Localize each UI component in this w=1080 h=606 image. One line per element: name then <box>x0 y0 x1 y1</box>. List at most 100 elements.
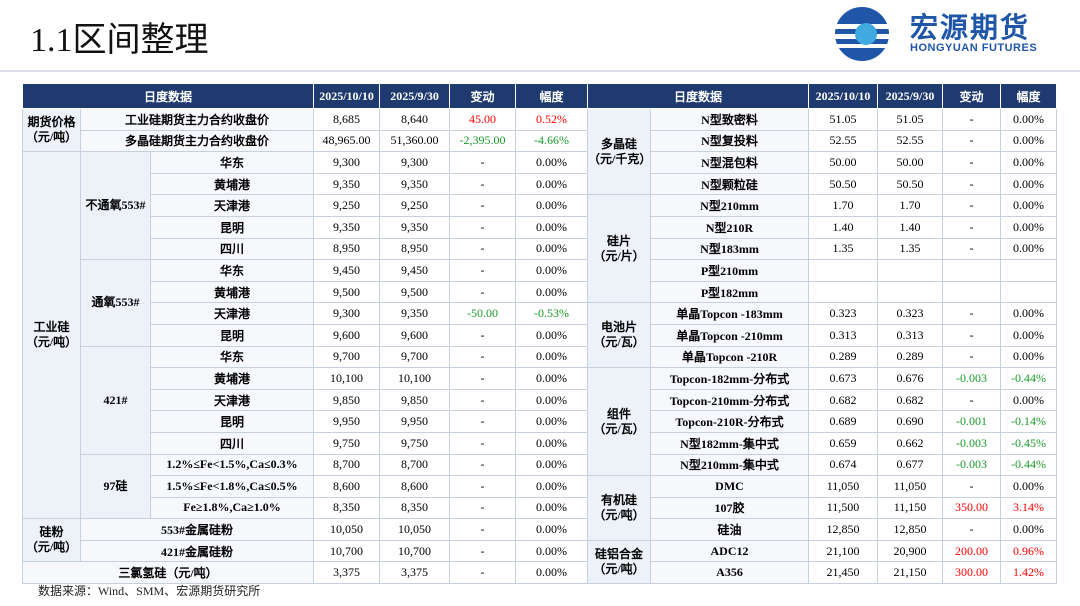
value-cell: 10,700 <box>313 539 381 563</box>
value-cell: 0.00% <box>1000 475 1058 498</box>
value-cell: 1.70 <box>877 194 944 217</box>
value-cell: 9,250 <box>313 194 381 217</box>
value-cell: 0.00% <box>1000 388 1058 412</box>
item-label: 1.5%≤Fe<1.8%,Ca≤0.5% <box>149 475 315 498</box>
value-cell: 350.00 <box>942 496 1002 520</box>
table-row: 昆明 9,600 9,600-0.00% <box>23 323 589 347</box>
table-row: 单晶Topcon -210R 0.289 0.289-0.00% <box>588 345 1058 369</box>
item-label: Topcon-210R-分布式 <box>649 410 810 433</box>
item-label: 四川 <box>149 431 315 455</box>
value-cell: -0.44% <box>1000 453 1058 477</box>
value-cell: 9,600 <box>313 323 381 347</box>
value-cell: 0.323 <box>808 302 879 325</box>
value-cell: 0.00% <box>1000 215 1058 239</box>
item-label: Fe≥1.8%,Ca≥1.0% <box>149 496 315 520</box>
value-cell: 0.00% <box>515 561 589 585</box>
value-cell: 0.96% <box>1000 539 1058 563</box>
table-row: 有机硅 （元/吨） DMC 11,050 11,050-0.00% <box>587 475 1058 541</box>
value-cell: - <box>449 367 517 390</box>
value-cell: 0.00% <box>515 475 589 498</box>
table-row: P型210mm <box>588 259 1058 282</box>
value-cell: 9,500 <box>379 280 451 304</box>
value-cell: -2,395.00 <box>449 129 517 153</box>
value-cell: 0.00% <box>515 323 589 347</box>
value-cell: -0.53% <box>515 302 589 325</box>
table-row: 硅片 （元/片） N型210mm 1.70 1.70-0.00% <box>587 194 1058 304</box>
value-cell: 9,250 <box>379 194 451 217</box>
value-cell: 9,300 <box>313 151 381 174</box>
value-cell: 0.313 <box>877 323 944 347</box>
value-cell: 0.00% <box>515 172 589 196</box>
value-cell: 0.00% <box>515 259 589 282</box>
value-cell: 1.42% <box>1000 561 1058 585</box>
item-label: 黄埔港 <box>149 280 315 304</box>
value-cell: 0.00% <box>515 453 589 477</box>
group-label: 有机硅 （元/吨） <box>587 475 651 541</box>
item-label: 四川 <box>149 237 315 261</box>
item-label: 昆明 <box>149 215 315 239</box>
value-cell: 9,700 <box>379 345 451 369</box>
table-row: 107胶 11,500 11,150 350.00 3.14% <box>588 496 1058 520</box>
group-name: 工业硅 <box>33 320 70 335</box>
value-cell: - <box>942 194 1002 217</box>
logo-subtitle: HONGYUAN FUTURES <box>910 42 1038 54</box>
table-row: 昆明 9,950 9,950-0.00% <box>23 410 589 433</box>
group-name: 组件 <box>606 406 631 421</box>
table-row: Fe≥1.8%,Ca≥1.0% 8,350 8,350-0.00% <box>23 496 589 520</box>
value-cell: 11,150 <box>877 496 944 520</box>
value-cell: 0.676 <box>877 367 944 390</box>
group-unit: （元/瓦） <box>593 335 645 350</box>
value-cell: 12,850 <box>808 518 879 541</box>
item-label: 天津港 <box>149 194 315 217</box>
item-label: N型182mm-集中式 <box>649 431 810 455</box>
value-cell: 1.35 <box>877 237 944 261</box>
value-cell: 8,950 <box>313 237 381 261</box>
item-label: 黄埔港 <box>149 367 315 390</box>
value-cell: 10,050 <box>313 518 381 541</box>
group-name: 硅铝合金 <box>594 546 643 561</box>
value-cell: - <box>449 237 517 261</box>
value-cell: 3,375 <box>313 561 381 585</box>
value-cell: 50.00 <box>877 151 944 174</box>
value-cell: 8,700 <box>379 453 451 477</box>
value-cell: -50.00 <box>449 302 517 325</box>
value-cell: 0.682 <box>808 388 879 412</box>
page-title: 1.1区间整理 <box>30 22 209 59</box>
value-cell <box>877 259 944 282</box>
item-label: N型混包料 <box>649 151 810 174</box>
value-cell: 0.00% <box>1000 172 1058 196</box>
value-cell: 0.313 <box>808 323 879 347</box>
value-cell: -0.003 <box>942 453 1002 477</box>
item-label: Topcon-182mm-分布式 <box>649 367 810 390</box>
value-cell: 51.05 <box>877 108 944 131</box>
table-row: 组件 （元/瓦） Topcon-182mm-分布式 0.673 0.676 -0.003-… <box>587 367 1058 477</box>
item-label: N型183mm <box>649 237 810 261</box>
value-cell: 0.00% <box>1000 323 1058 347</box>
item-label: 工业硅期货主力合约收盘价 <box>79 108 315 131</box>
item-label: 天津港 <box>149 302 315 325</box>
value-cell: 8,950 <box>379 237 451 261</box>
item-label: 单晶Topcon -183mm <box>649 302 810 325</box>
item-label: 421#金属硅粉 <box>79 539 315 563</box>
item-label: N型210R <box>649 215 810 239</box>
table-row: 硅油 12,850 12,850-0.00% <box>588 518 1058 541</box>
value-cell: 50.50 <box>877 172 944 196</box>
value-cell: 0.690 <box>877 410 944 433</box>
group-unit: （元/千克） <box>588 151 651 166</box>
item-label: 553#金属硅粉 <box>79 518 315 541</box>
header-cell: 幅度 <box>1000 83 1058 109</box>
value-cell: 3,375 <box>379 561 451 585</box>
value-cell: 8,640 <box>379 108 451 131</box>
value-cell: -0.003 <box>942 367 1002 390</box>
value-cell: 0.673 <box>808 367 879 390</box>
value-cell <box>877 280 944 304</box>
value-cell: 0.677 <box>877 453 944 477</box>
value-cell: 8,600 <box>313 475 381 498</box>
value-cell: - <box>942 518 1002 541</box>
value-cell: 1.35 <box>808 237 879 261</box>
value-cell: 0.682 <box>877 388 944 412</box>
value-cell: 200.00 <box>942 539 1002 563</box>
table-row: 多晶硅 （元/千克） N型致密料 51.05 51.05-0.00% <box>587 107 1058 196</box>
value-cell <box>1000 259 1058 282</box>
table-row: N型182mm-集中式 0.659 0.662 -0.003 -0.45% <box>588 431 1058 455</box>
